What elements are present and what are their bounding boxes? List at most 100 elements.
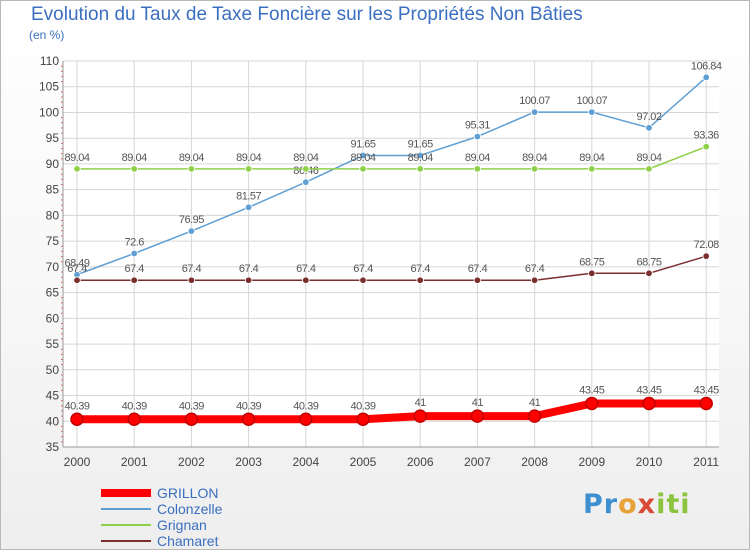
data-label-grignan: 89.04	[408, 152, 433, 164]
x-tick-label: 2007	[464, 455, 491, 469]
data-point-colonzelle	[702, 73, 710, 81]
y-tick-label: 70	[46, 260, 60, 274]
chart-title: Evolution du Taux de Taxe Foncière sur l…	[31, 4, 583, 25]
data-point-grignan	[130, 165, 138, 173]
data-point-grignan	[530, 165, 539, 173]
data-label-chamaret: 67.4	[410, 263, 430, 275]
x-tick-label: 2001	[121, 455, 148, 469]
x-tick-label: 2004	[292, 455, 319, 469]
data-label-grignan: 89.04	[465, 152, 490, 164]
y-tick-label: 95	[46, 131, 60, 145]
legend-swatch-grignan	[101, 524, 151, 526]
x-tick-label: 2008	[521, 455, 548, 469]
data-point-chamaret	[530, 276, 539, 284]
legend-label-grillon: GRILLON	[157, 485, 219, 501]
data-label-grillon: 43.45	[579, 385, 604, 397]
logo-part-4: iti	[656, 489, 691, 520]
data-label-grignan: 93.36	[694, 130, 719, 142]
data-label-grillon: 40.39	[64, 400, 89, 412]
data-point-chamaret	[473, 276, 482, 284]
data-label-colonzelle: 91.65	[408, 138, 433, 150]
legend-swatch-grillon	[101, 489, 151, 497]
data-label-grignan: 89.04	[636, 152, 661, 164]
data-point-grignan	[645, 165, 653, 173]
data-point-grillon	[127, 412, 141, 427]
x-tick-label: 2006	[407, 455, 434, 469]
data-label-grillon: 43.45	[636, 385, 661, 397]
y-tick-label: 50	[46, 363, 60, 377]
data-label-grignan: 89.04	[293, 152, 318, 164]
y-tick-label: 40	[46, 414, 60, 428]
data-label-chamaret: 67.4	[296, 263, 316, 275]
data-point-chamaret	[73, 276, 81, 284]
data-point-grignan	[473, 165, 482, 173]
data-label-grillon: 40.39	[293, 400, 318, 412]
data-label-grignan: 89.04	[64, 152, 89, 164]
x-tick-label: 2009	[578, 455, 605, 469]
data-label-colonzelle: 91.65	[350, 138, 375, 150]
data-point-grignan	[588, 165, 596, 173]
data-point-colonzelle	[359, 151, 367, 160]
data-point-grillon	[356, 412, 370, 427]
x-tick-label: 2002	[178, 455, 205, 469]
y-tick-label: 75	[46, 234, 60, 248]
data-label-chamaret: 67.4	[525, 263, 545, 275]
data-label-grignan: 89.04	[522, 152, 547, 164]
data-label-colonzelle: 100.07	[519, 95, 550, 107]
data-point-grillon	[299, 412, 313, 427]
data-point-grillon	[527, 409, 542, 423]
data-label-grignan: 89.04	[122, 152, 147, 164]
data-point-colonzelle	[187, 227, 196, 235]
data-label-grillon: 41	[415, 397, 427, 409]
data-label-chamaret: 72.08	[694, 239, 719, 251]
series-line-grillon	[77, 399, 707, 424]
data-point-grignan	[416, 165, 424, 173]
x-tick-label: 2005	[350, 455, 377, 469]
data-point-grignan	[702, 142, 710, 151]
data-point-chamaret	[702, 252, 710, 260]
legend-item-grignan: Grignan	[101, 517, 222, 533]
y-tick-label: 65	[46, 286, 60, 300]
data-point-colonzelle	[645, 124, 653, 132]
data-point-grignan	[244, 165, 253, 173]
x-tick-label: 2010	[636, 455, 663, 469]
data-point-chamaret	[130, 276, 138, 284]
data-point-grillon	[184, 412, 199, 427]
data-label-chamaret: 68.75	[579, 256, 604, 268]
data-label-colonzelle: 72.6	[124, 236, 144, 248]
data-label-colonzelle: 95.31	[465, 120, 490, 132]
data-point-colonzelle	[416, 151, 424, 160]
data-label-chamaret: 67.4	[239, 263, 259, 275]
data-point-chamaret	[359, 276, 367, 284]
legend-item-chamaret: Chamaret	[101, 533, 222, 549]
series-line-colonzelle	[76, 76, 707, 276]
data-label-grillon: 40.39	[122, 400, 147, 412]
legend-label-colonzelle: Colonzelle	[157, 501, 223, 517]
data-label-colonzelle: 106.84	[691, 60, 722, 72]
data-point-grillon	[642, 396, 656, 411]
data-point-grillon	[413, 409, 427, 423]
data-label-grillon: 40.39	[179, 400, 204, 412]
plot-area	[63, 61, 719, 447]
y-tick-label: 110	[40, 54, 59, 68]
data-point-chamaret	[416, 276, 424, 284]
data-point-chamaret	[302, 276, 310, 284]
y-tick-label: 105	[39, 80, 59, 94]
y-tick-label: 100	[39, 105, 59, 119]
data-point-colonzelle	[588, 108, 596, 116]
data-label-grignan: 89.04	[179, 152, 204, 164]
data-label-grillon: 40.39	[236, 400, 261, 412]
legend-item-colonzelle: Colonzelle	[101, 501, 222, 517]
data-label-chamaret: 67.4	[468, 263, 488, 275]
data-point-colonzelle	[473, 132, 482, 141]
legend-swatch-colonzelle	[101, 508, 151, 510]
y-tick-label: 55	[46, 337, 60, 351]
y-tick-label: 60	[46, 311, 60, 325]
x-tick-label: 2011	[693, 455, 719, 469]
x-tick-label: 2003	[235, 455, 262, 469]
data-point-grignan	[187, 165, 196, 173]
data-point-colonzelle	[302, 178, 310, 186]
data-point-chamaret	[645, 269, 653, 277]
series-line-chamaret	[77, 255, 707, 281]
